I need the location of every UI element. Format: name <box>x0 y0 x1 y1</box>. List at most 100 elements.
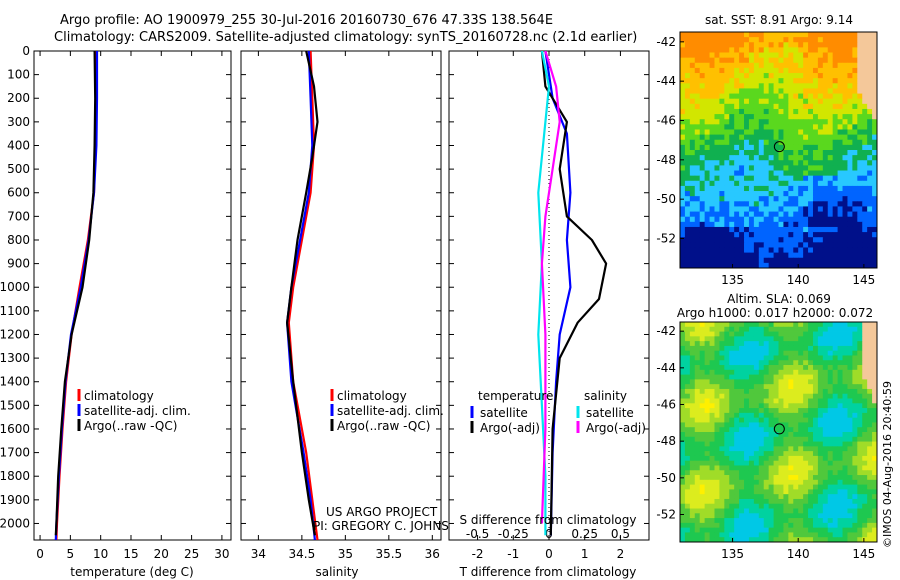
map-cell <box>862 470 868 476</box>
map-cell <box>862 503 868 509</box>
map-cell <box>729 32 735 38</box>
map-cell <box>842 388 848 395</box>
map-cell <box>719 360 725 366</box>
map-cell <box>852 398 858 404</box>
map-cell <box>822 196 829 202</box>
map-cell <box>694 170 701 177</box>
map-cell <box>724 83 730 89</box>
map-cell <box>714 460 720 466</box>
map-cell <box>768 252 774 259</box>
map-cell <box>793 350 799 356</box>
map-cell <box>704 185 710 192</box>
map-cell <box>827 237 834 243</box>
map-cell <box>867 78 873 84</box>
map-cell <box>812 124 819 130</box>
map-cell <box>803 52 809 59</box>
map-cell <box>709 57 715 64</box>
map-cell <box>783 484 789 490</box>
map-cell <box>739 83 745 89</box>
map-cell <box>694 216 701 223</box>
map-cell <box>847 379 853 385</box>
map-cell <box>684 522 691 529</box>
map-cell <box>719 242 725 248</box>
map-cell <box>817 494 824 500</box>
map-cell <box>748 518 755 524</box>
map-cell <box>822 417 829 423</box>
map-cell <box>709 139 715 146</box>
map-cell <box>837 32 843 38</box>
map-cell <box>778 446 784 452</box>
map-cell <box>812 211 819 218</box>
map-cell <box>748 417 755 423</box>
map-cell <box>832 451 838 457</box>
map-cell <box>758 52 765 59</box>
map-cell <box>704 508 710 514</box>
map-cell <box>872 216 878 223</box>
map-cell <box>773 108 779 115</box>
map-cell <box>837 185 843 192</box>
map-cell <box>689 129 696 136</box>
map-cell <box>714 412 720 419</box>
map-cell <box>719 139 725 146</box>
map-cell <box>852 379 858 385</box>
sla-map-frame <box>679 321 878 543</box>
map-cell <box>773 175 779 182</box>
map-cell <box>847 350 853 356</box>
depth-tick-label: 2000 <box>0 516 30 530</box>
map-cell <box>714 408 720 414</box>
map-cell <box>684 441 691 447</box>
map-cell <box>684 532 691 538</box>
map-cell <box>832 88 838 94</box>
map-cell <box>837 57 843 64</box>
map-cell <box>793 498 799 505</box>
map-cell <box>832 206 838 212</box>
map-cell <box>763 508 770 514</box>
map-cell <box>827 32 834 38</box>
map-cell <box>758 114 765 120</box>
map-cell <box>803 451 809 457</box>
map-cell <box>857 460 863 466</box>
map-cell <box>724 441 730 447</box>
map-cell <box>699 369 706 376</box>
map-cell <box>778 93 784 100</box>
map-cell <box>857 247 863 254</box>
depth-tick-label: 800 <box>7 233 30 247</box>
map-cell <box>852 345 858 352</box>
map-cell <box>817 144 824 151</box>
map-cell <box>827 498 834 505</box>
map-cell <box>793 216 799 223</box>
map-cell <box>684 432 691 438</box>
map-cell <box>714 201 720 207</box>
map-cell <box>714 73 720 79</box>
map-cell <box>852 201 858 207</box>
map-cell <box>872 170 878 177</box>
map-cell <box>689 460 696 466</box>
map-cell <box>763 436 770 442</box>
map-cell <box>857 252 863 259</box>
map-cell <box>847 503 853 509</box>
map-cell <box>709 336 715 342</box>
map-cell <box>862 150 868 156</box>
map-cell <box>837 62 843 69</box>
map-cell <box>689 165 696 171</box>
map-cell <box>783 139 789 146</box>
map-cell <box>857 422 863 428</box>
map-cell <box>744 211 750 218</box>
map-cell <box>753 257 760 264</box>
map-cell <box>798 518 804 524</box>
map-cell <box>704 165 710 171</box>
map-cell <box>817 221 824 228</box>
map-cell <box>689 475 696 481</box>
map-cell <box>719 257 725 264</box>
x-tick-label: 5 <box>67 547 75 561</box>
map-cell <box>699 103 706 110</box>
map-cell <box>847 201 853 207</box>
map-cell <box>734 432 740 438</box>
map-cell <box>758 47 765 53</box>
map-cell <box>827 322 834 328</box>
map-cell <box>872 201 878 207</box>
map-cell <box>694 408 701 414</box>
map-cell <box>778 150 784 156</box>
map-cell <box>842 242 848 248</box>
map-cell <box>739 242 745 248</box>
